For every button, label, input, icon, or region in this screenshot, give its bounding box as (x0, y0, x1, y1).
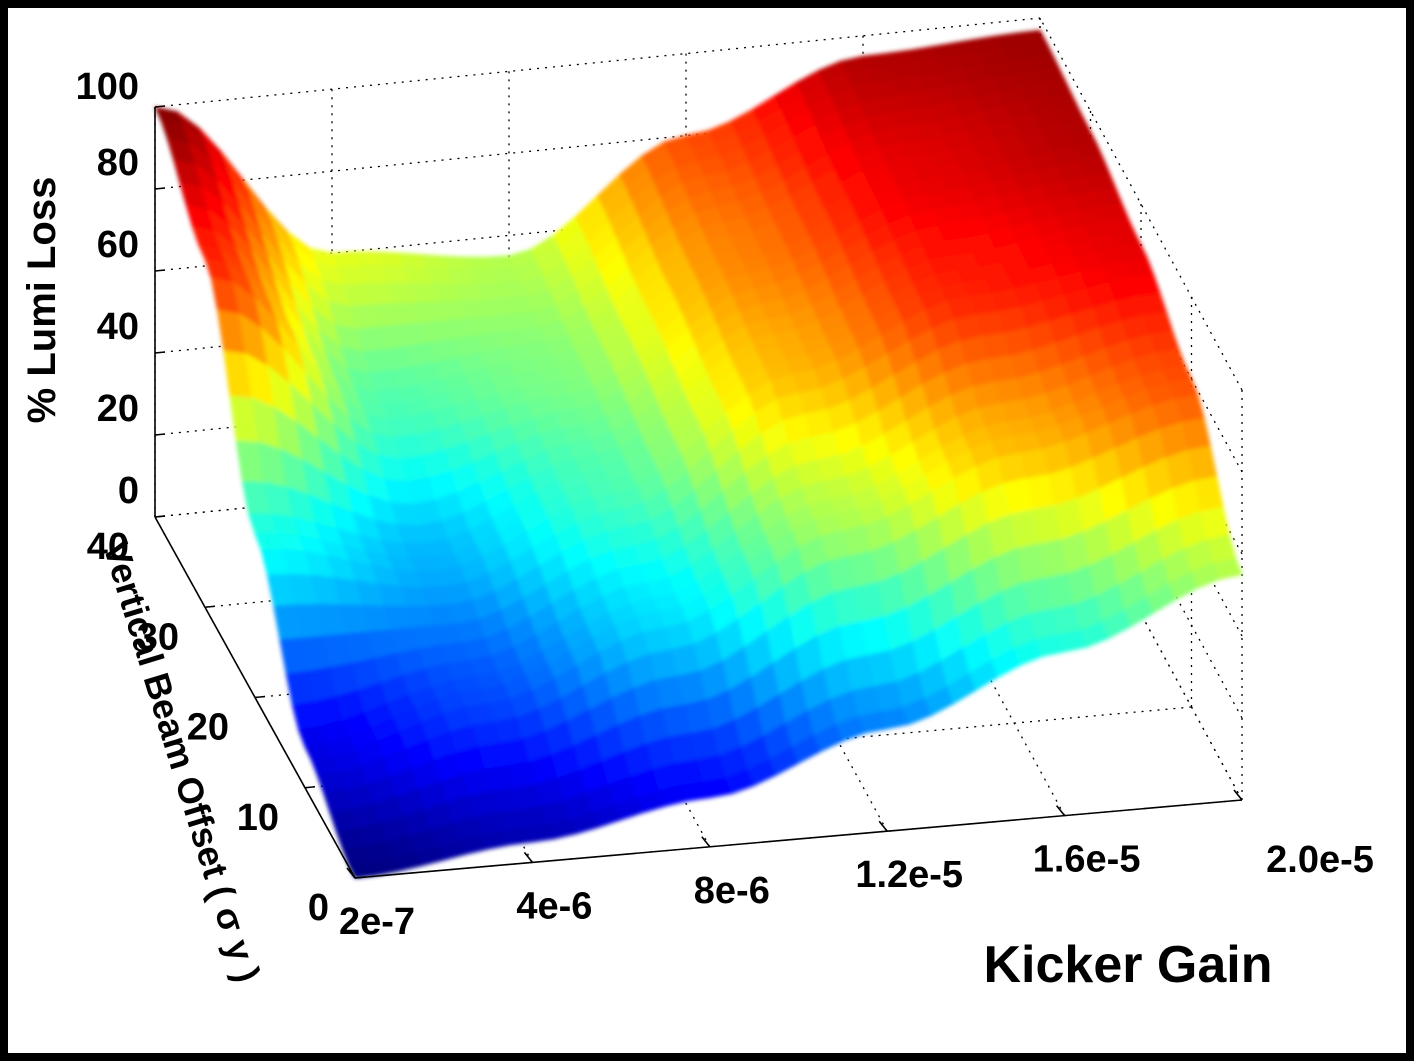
x-tick-mark (701, 836, 711, 848)
z-tick-label: 40 (97, 306, 139, 348)
z-tick-label: 20 (97, 388, 139, 430)
x-tick-mark (523, 851, 534, 863)
x-tick-label: 1.2e-5 (855, 854, 963, 896)
y-axis-label: Vertical Beam Offset ( σ y ) (95, 536, 268, 987)
surface-patch (1212, 557, 1243, 580)
x-tick-label: 2e-7 (339, 901, 415, 943)
y-tick-label: 20 (187, 707, 229, 749)
x-tick-label: 4e-6 (516, 885, 592, 927)
surface-mesh (154, 29, 1243, 879)
y-tick-mark (154, 515, 166, 518)
x-tick-mark (1233, 789, 1243, 801)
y-tick-label: 40 (87, 526, 129, 568)
y-tick-label: 10 (237, 797, 279, 839)
z-tick-mark (154, 105, 166, 108)
x-tick-mark (1055, 805, 1066, 817)
z-tick-label: 80 (97, 142, 139, 184)
x-axis-label: Kicker Gain (983, 936, 1272, 994)
x-tick-mark (878, 820, 888, 832)
z-tick-mark (154, 351, 166, 354)
z-tick-mark (154, 187, 166, 190)
z-tick-label: 60 (97, 224, 139, 266)
y-tick-mark (304, 785, 316, 789)
x-tick-label: 8e-6 (694, 870, 770, 912)
x-axis-line (354, 799, 1243, 879)
x-tick-label: 1.6e-5 (1033, 839, 1141, 881)
y-tick-label: 30 (137, 616, 179, 658)
y-tick-mark (354, 876, 366, 879)
z-tick-label: 100 (76, 66, 139, 108)
z-tick-mark (154, 269, 166, 272)
plot-area: 100 80 60 40 20 0 40 30 20 10 0 2e-7 4e-6 8e-6 1.2e-5 1… (8, 8, 1406, 1053)
x-tick-mark (346, 867, 356, 879)
z-axis-label: % Lumi Loss (20, 177, 64, 424)
grid-line (1039, 17, 1243, 391)
z-tick-mark (154, 433, 166, 436)
y-tick-mark (204, 605, 216, 609)
x-tick-label: 2.0e-5 (1266, 839, 1374, 881)
z-tick-label: 0 (118, 470, 139, 512)
y-tick-mark (254, 695, 266, 699)
y-tick-label: 0 (308, 887, 329, 929)
